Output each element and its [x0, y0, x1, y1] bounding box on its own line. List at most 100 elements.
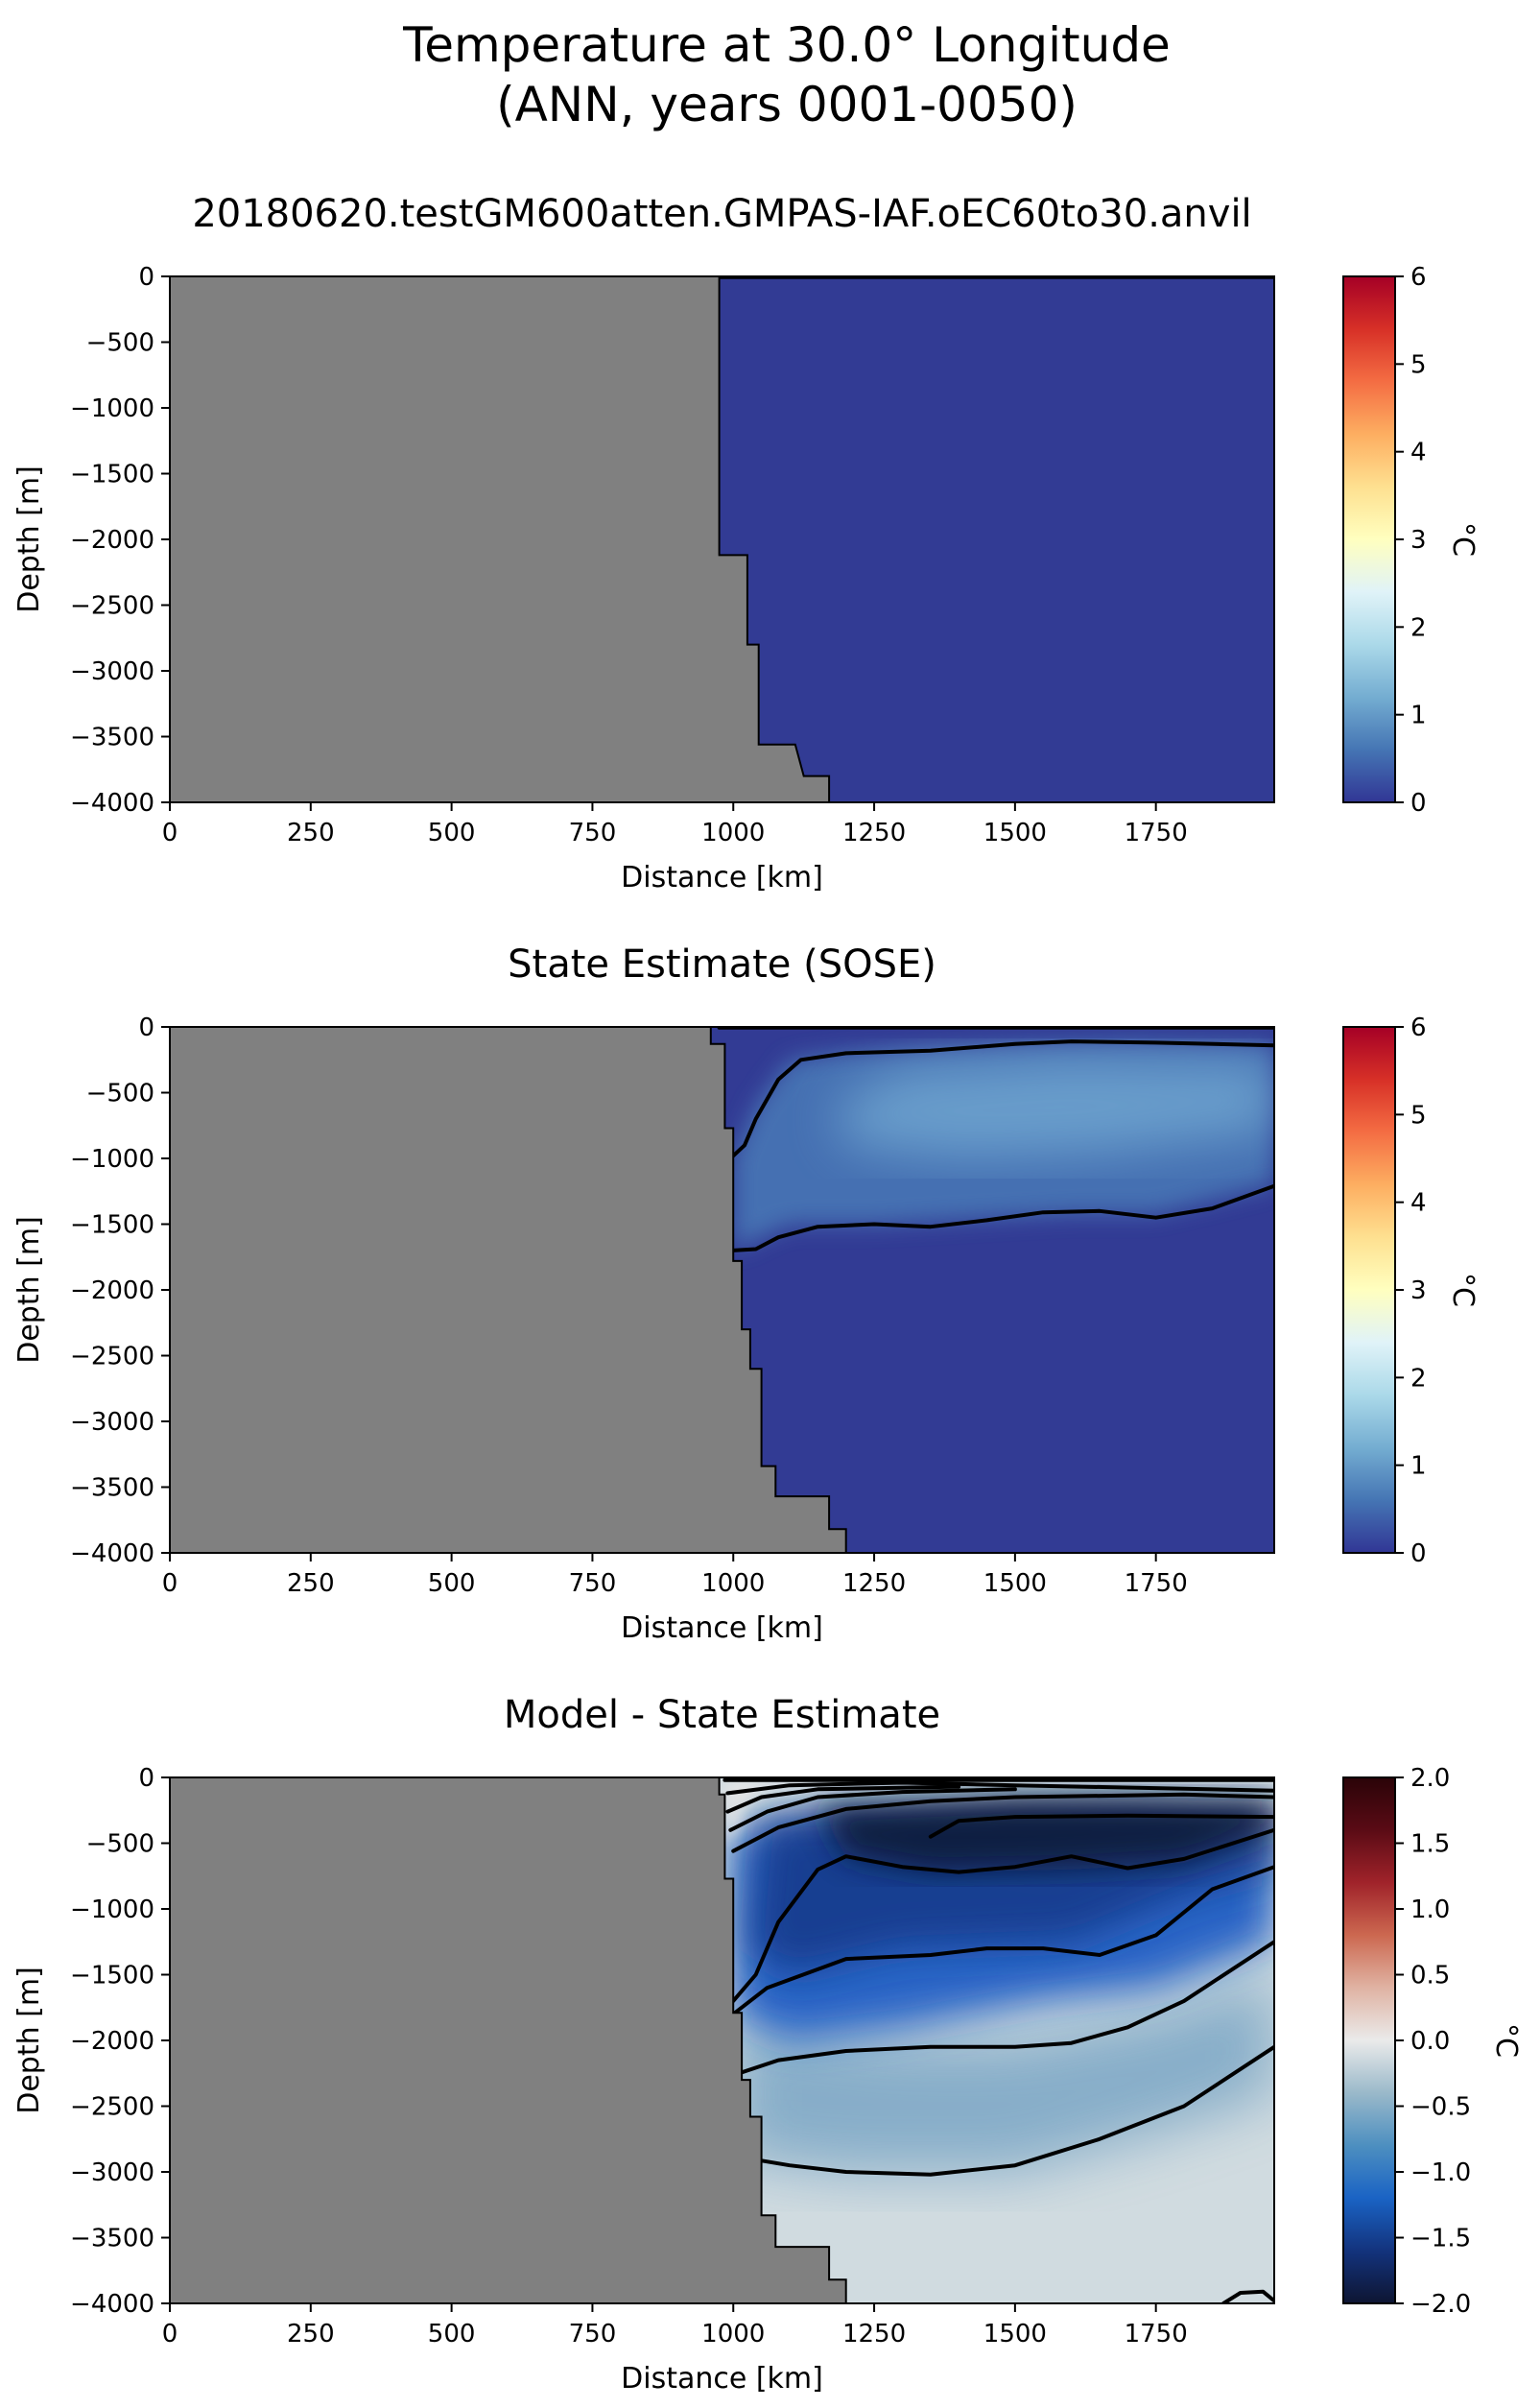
colorbar-tick-label: −0.5 — [1410, 2093, 1471, 2122]
x-tick-label: 0 — [162, 2320, 178, 2348]
panel-3: Model - State Estimate 0 250 500 750 1000 1250… — [12, 1693, 1523, 2396]
contour-line — [731, 1827, 1274, 2003]
colorbar-label: °C — [1446, 1273, 1480, 1307]
bathymetry-line — [709, 1027, 847, 1553]
y-tick-label: −500 — [86, 329, 154, 358]
contour-line — [737, 1940, 1274, 2076]
colorbar-label: °C — [1446, 522, 1480, 557]
land-mask — [170, 1027, 846, 1553]
contour-line — [731, 1865, 1274, 2016]
panels: 20180620.testGM600atten.GMPAS-IAF.oEC60t… — [12, 192, 1523, 2396]
x-tick-label: 500 — [428, 819, 476, 847]
land-mask — [170, 276, 830, 802]
x-tick-label: 1250 — [842, 2320, 906, 2348]
plot-area — [170, 1777, 1274, 2303]
y-tick-label: −500 — [86, 1080, 154, 1109]
x-axis-label: Distance [km] — [621, 861, 823, 894]
panel-title: State Estimate (SOSE) — [508, 942, 936, 987]
plot-area — [170, 1027, 1274, 1553]
x-tick-label: 750 — [569, 1569, 617, 1598]
y-tick-label: −3000 — [70, 1408, 154, 1437]
x-tick-label: 250 — [287, 2320, 335, 2348]
figure-title-line-1: Temperature at 30.0° Longitude — [402, 17, 1171, 73]
x-axis: 0 250 500 750 1000 1250 1500 1750 — [162, 2303, 1188, 2348]
x-tick-label: 750 — [569, 2320, 617, 2348]
x-tick-label: 0 — [162, 819, 178, 847]
x-tick-label: 1000 — [701, 1569, 765, 1598]
x-tick-label: 1250 — [842, 1569, 906, 1598]
y-tick-label: −1000 — [70, 1895, 154, 1924]
y-axis: 0 −500 −1000 −1500 −2000 −2500 −3000 −3500 −4000 — [70, 1764, 170, 2319]
x-tick-label: 500 — [428, 1569, 476, 1598]
colorbar-tick-label: 1 — [1410, 1452, 1427, 1481]
colorbar-tick-label: −1.0 — [1410, 2158, 1471, 2187]
colorbar-tick-label: 0 — [1410, 1539, 1427, 1568]
x-tick-label: 1500 — [983, 2320, 1047, 2348]
y-tick-label: −500 — [86, 1830, 154, 1859]
y-tick-label: −3000 — [70, 657, 154, 686]
x-axis-label: Distance [km] — [621, 1611, 823, 1645]
colorbar-tick-label: 0 — [1410, 789, 1427, 818]
figure-title-line-2: (ANN, years 0001-0050) — [496, 77, 1078, 132]
y-tick-label: −3500 — [70, 1474, 154, 1503]
colorbar-tick-label: 1.0 — [1410, 1895, 1450, 1924]
y-axis: 0 −500 −1000 −1500 −2000 −2500 −3000 −3500 −4000 — [70, 263, 170, 818]
x-axis: 0 250 500 750 1000 1250 1500 1750 — [162, 802, 1188, 847]
land-mask — [170, 1777, 846, 2303]
colorbar-tick-label: −1.5 — [1410, 2225, 1471, 2253]
colorbar: 0 1 2 3 4 5 6 °C — [1342, 263, 1480, 818]
y-tick-label: −3000 — [70, 2158, 154, 2187]
contour-line — [725, 1784, 961, 1814]
contour-line — [725, 1780, 1274, 1796]
x-tick-label: 1250 — [842, 819, 906, 847]
bathymetry-line — [718, 276, 831, 802]
y-tick-label: 0 — [138, 1764, 154, 1793]
colorbar-tick-label: 6 — [1410, 1013, 1427, 1042]
y-tick-label: −1500 — [70, 1211, 154, 1240]
plot-area — [170, 276, 1274, 802]
y-tick-label: −2000 — [70, 2027, 154, 2056]
colorbar-gradient — [1342, 1026, 1396, 1554]
x-tick-label: 250 — [287, 1569, 335, 1598]
x-axis-label: Distance [km] — [621, 2362, 823, 2396]
y-axis-label: Depth [m] — [12, 1967, 46, 2114]
panel-2: State Estimate (SOSE) 0 250 500 750 1000 1250 1… — [12, 942, 1480, 1645]
y-tick-label: −2000 — [70, 526, 154, 555]
colorbar-tick-label: 4 — [1410, 1189, 1427, 1218]
contour-line — [928, 1813, 1274, 1839]
colorbar-label: °C — [1489, 2023, 1523, 2058]
colorbar-tick-label: 4 — [1410, 439, 1427, 467]
colorbar-tick-label: 6 — [1410, 263, 1427, 292]
y-tick-label: −2500 — [70, 592, 154, 621]
y-tick-label: −1000 — [70, 1145, 154, 1174]
panel-1: 20180620.testGM600atten.GMPAS-IAF.oEC60t… — [12, 192, 1480, 894]
x-tick-label: 1000 — [701, 819, 765, 847]
y-tick-label: −4000 — [70, 789, 154, 818]
contour-line — [731, 1183, 1274, 1252]
panel-title: Model - State Estimate — [504, 1693, 940, 1737]
colorbar-tick-label: 0.0 — [1410, 2027, 1450, 2056]
colorbar-tick-label: 1.5 — [1410, 1830, 1450, 1859]
colorbar-tick-label: 2.0 — [1410, 1764, 1450, 1793]
y-tick-label: −2000 — [70, 1276, 154, 1305]
y-tick-label: −4000 — [70, 1539, 154, 1568]
x-tick-label: 250 — [287, 819, 335, 847]
x-tick-label: 500 — [428, 2320, 476, 2348]
y-axis: 0 −500 −1000 −1500 −2000 −2500 −3000 −3500 −4000 — [70, 1013, 170, 1568]
y-axis-label: Depth [m] — [12, 465, 46, 613]
x-tick-label: 1750 — [1125, 2320, 1188, 2348]
y-tick-label: −3500 — [70, 2225, 154, 2253]
colorbar-tick-label: 2 — [1410, 613, 1427, 642]
contour-line — [728, 1787, 1017, 1832]
x-axis: 0 250 500 750 1000 1250 1500 1750 — [162, 1553, 1188, 1598]
colorbar-tick-label: 1 — [1410, 702, 1427, 730]
colorbar-tick-label: 3 — [1410, 526, 1427, 555]
contour-line — [731, 1792, 1274, 1853]
colorbar-tick-label: 5 — [1410, 1101, 1427, 1130]
colorbar-gradient — [1342, 1776, 1396, 2304]
colorbar-gradient — [1342, 275, 1396, 803]
field-layer — [834, 1058, 1274, 1158]
y-tick-label: −1500 — [70, 1962, 154, 1991]
bathymetry-line — [718, 1777, 847, 2303]
